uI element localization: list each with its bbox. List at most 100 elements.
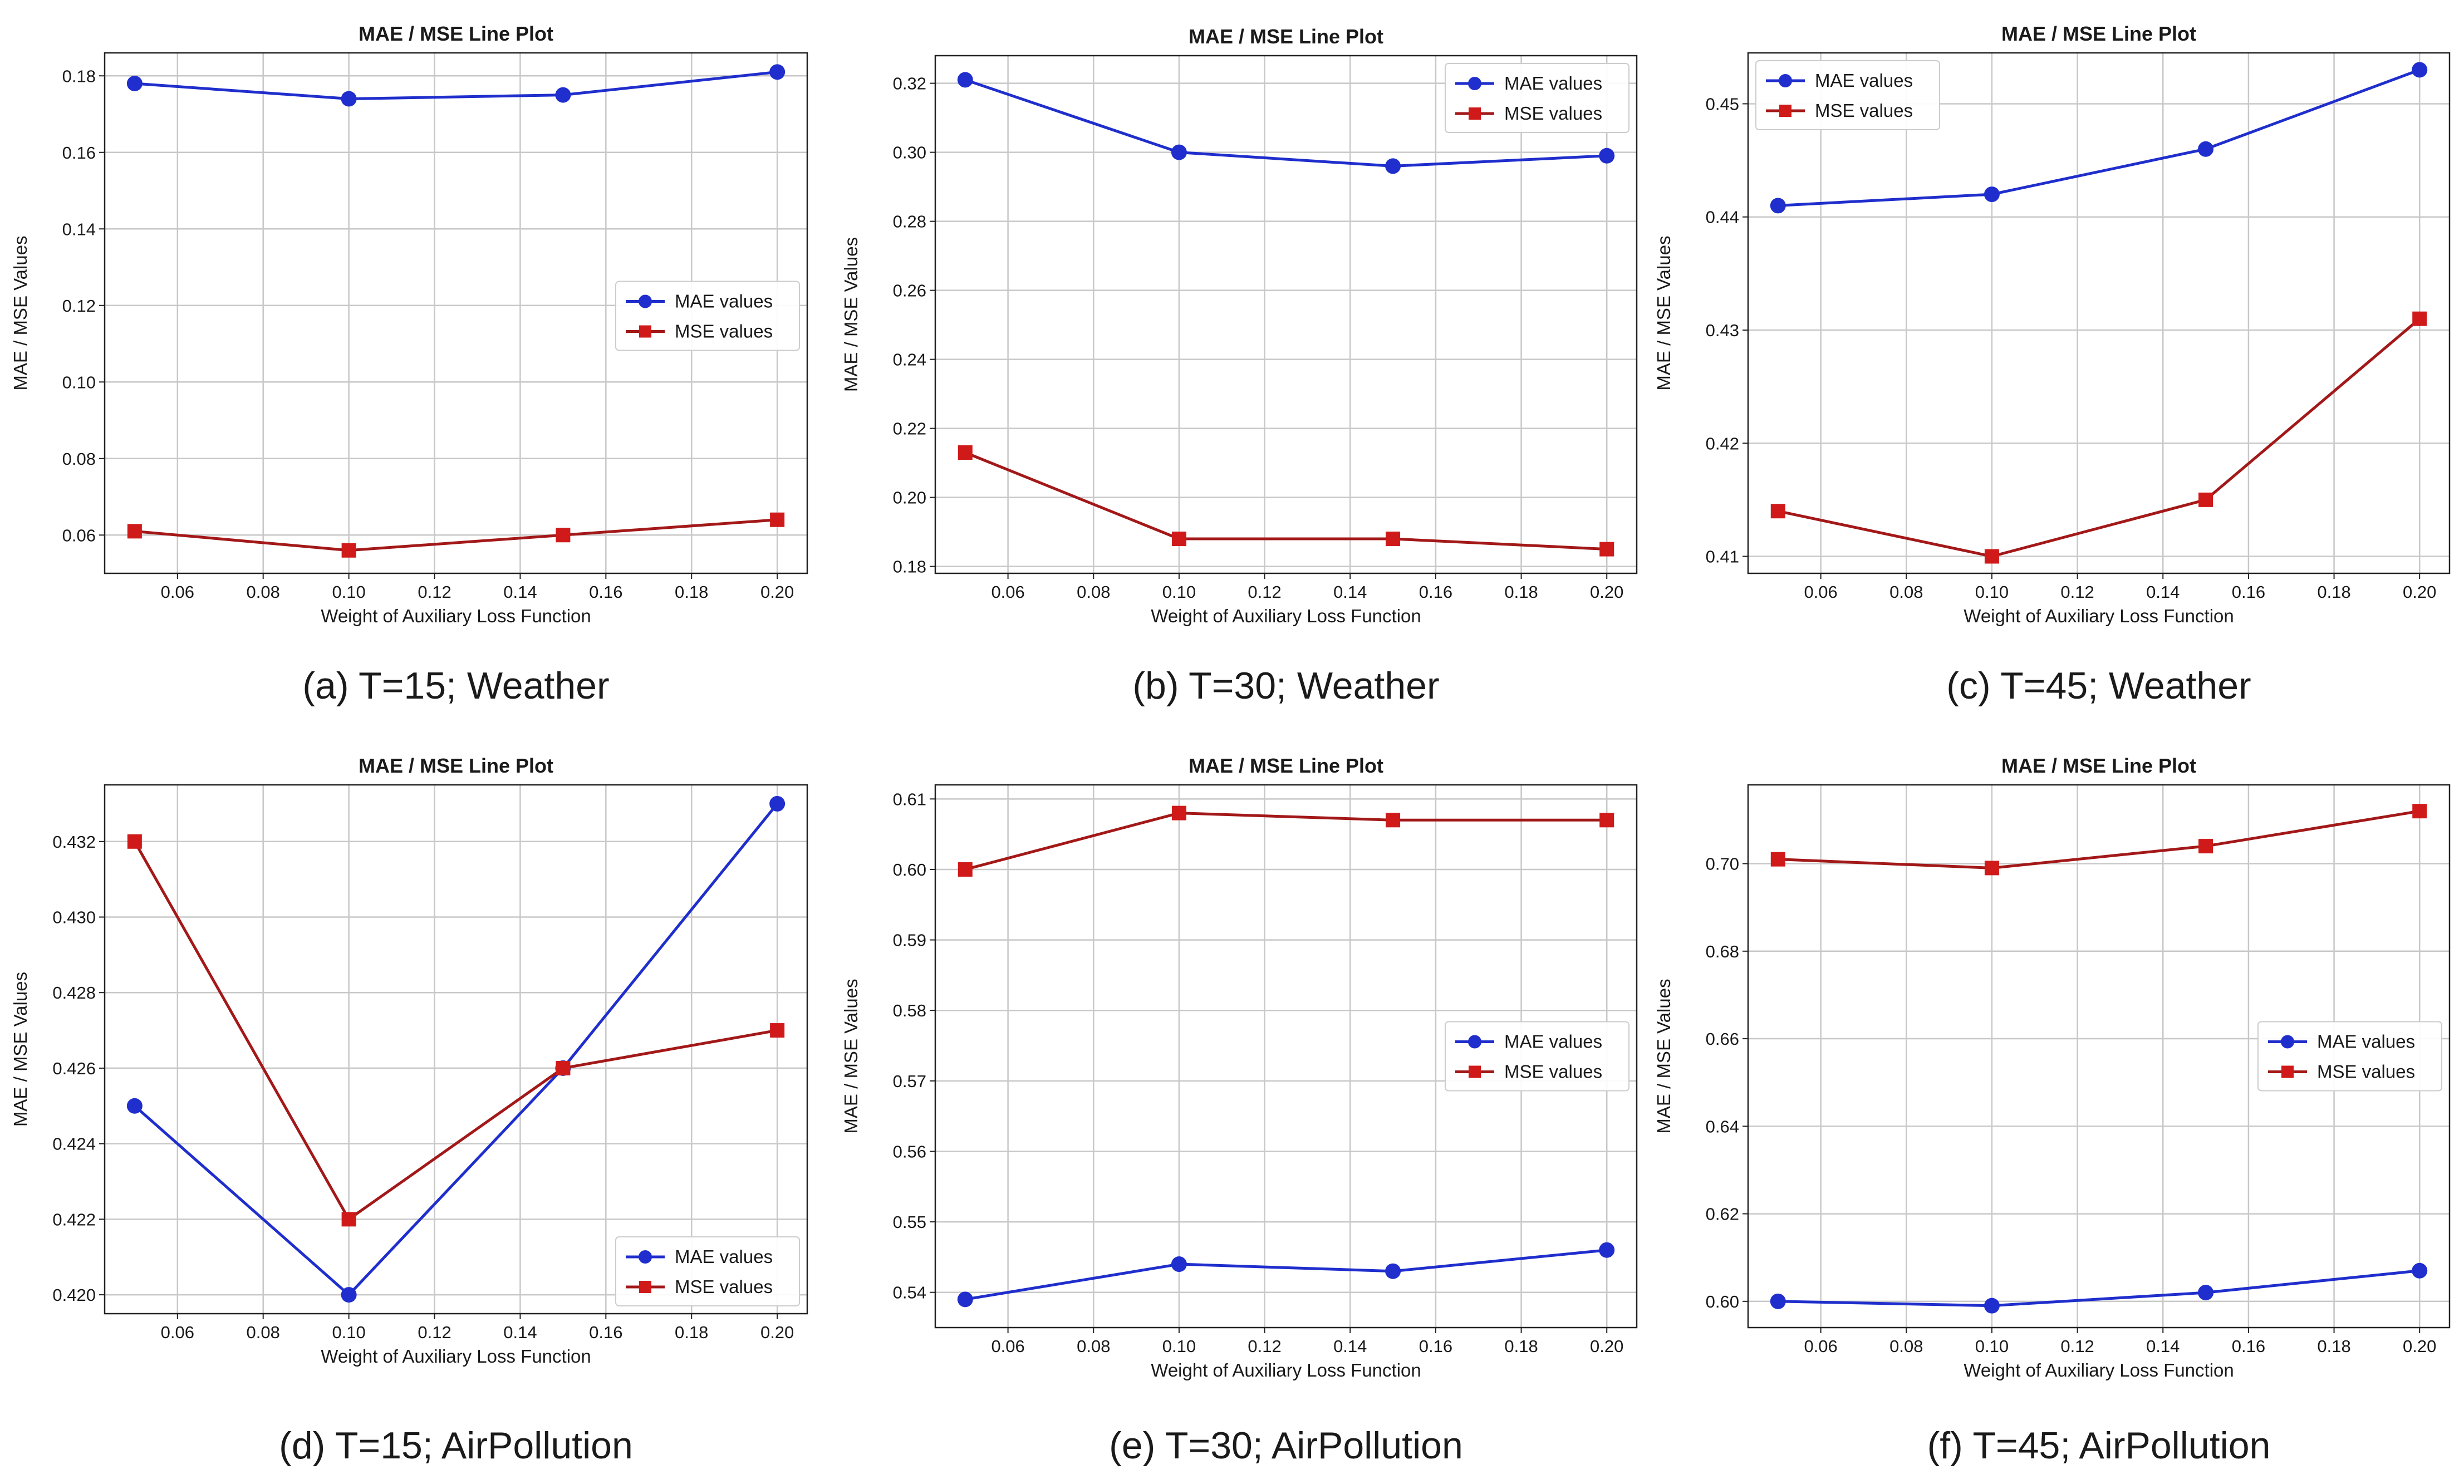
mae-legend-marker: [2281, 1035, 2294, 1049]
mse-data-point: [2198, 492, 2213, 507]
legend-box: [1445, 1021, 1629, 1092]
x-tick-label: 0.18: [1504, 582, 1538, 602]
mae-data-point: [769, 64, 786, 80]
mse-data-point: [1984, 549, 1999, 564]
x-tick-label: 0.12: [418, 582, 451, 602]
x-tick-label: 0.20: [760, 1323, 794, 1342]
mse-data-point: [1984, 861, 1999, 876]
y-tick-label: 0.44: [1706, 208, 1739, 227]
mae-legend-label: MAE values: [675, 291, 773, 312]
x-axis-label: Weight of Auxiliary Loss Function: [321, 606, 591, 626]
x-tick-label: 0.20: [1590, 1336, 1623, 1356]
mse-legend-marker: [1779, 105, 1791, 117]
mae-series-line: [1778, 1269, 2420, 1308]
mae-data-point: [1984, 1298, 2000, 1314]
x-tick-label: 0.06: [991, 1336, 1024, 1356]
y-tick-label: 0.10: [62, 372, 96, 392]
y-tick-label: 0.28: [893, 212, 926, 232]
x-tick-label: 0.16: [1419, 1336, 1452, 1356]
plot-area: [105, 785, 807, 1314]
mae-data-point: [1984, 186, 2000, 203]
axes-frame: [104, 784, 808, 1315]
mae-legend-label: MAE values: [1815, 70, 1913, 91]
y-tick-label: 0.422: [52, 1210, 96, 1229]
x-tick-label: 0.14: [2146, 582, 2180, 602]
chart-panel-6: 0.06 0.08 0.10 0.12 0.14 0.16 0.18 0.20 0.60 0.62…: [1653, 754, 2451, 1467]
mse-legend-label: MSE values: [675, 1276, 773, 1297]
x-tick-label: 0.20: [1590, 582, 1623, 602]
x-tick-label: 0.10: [1975, 582, 2009, 602]
mae-data-point: [2412, 1262, 2428, 1279]
legend-box: [2257, 1021, 2442, 1092]
legend: MAE values MSE values: [2257, 1021, 2442, 1092]
mse-legend-marker: [639, 325, 651, 338]
mse-data-point: [2412, 311, 2427, 326]
mae-data-point: [1171, 144, 1187, 160]
x-tick-label: 0.12: [1248, 582, 1281, 602]
mae-series-line: [1778, 68, 2421, 207]
mse-data-point: [556, 1060, 571, 1075]
x-tick-label: 0.08: [1889, 1336, 1923, 1356]
y-tick-label: 0.08: [62, 449, 96, 469]
x-tick-label: 0.16: [589, 582, 622, 602]
mse-series-line: [133, 841, 778, 1221]
chart-title: MAE / MSE Line Plot: [2001, 22, 2196, 45]
mse-series-line: [134, 518, 778, 552]
x-tick-label: 0.18: [675, 1323, 708, 1342]
axes-frame: [934, 55, 1638, 574]
axes-frame: [104, 52, 808, 574]
legend-box: [615, 1236, 800, 1306]
mse-series-line: [1778, 317, 2421, 558]
mse-legend-label: MSE values: [1815, 100, 1913, 121]
mse-data-point: [770, 512, 785, 527]
x-tick-label: 0.14: [2146, 1336, 2180, 1356]
x-tick-label: 0.12: [418, 1323, 451, 1342]
mse-data-point: [1171, 805, 1186, 820]
y-tick-label: 0.56: [893, 1142, 926, 1161]
axes-frame: [1747, 52, 2451, 574]
y-tick-label: 0.18: [62, 66, 96, 86]
chart-title: MAE / MSE Line Plot: [1189, 25, 1383, 48]
mse-data-point: [127, 524, 142, 539]
y-axis-label: MAE / MSE Values: [841, 237, 861, 392]
y-tick-label: 0.26: [893, 281, 926, 301]
y-tick-label: 0.420: [52, 1285, 96, 1305]
mse-series-line: [1778, 809, 2420, 869]
x-tick-label: 0.08: [247, 1323, 280, 1342]
legend: MAE values MSE values: [1445, 1021, 1629, 1092]
panel-caption: (f) T=45; AirPollution: [1927, 1424, 2271, 1467]
y-tick-label: 0.55: [893, 1212, 926, 1232]
mae-legend-marker: [1468, 1035, 1481, 1049]
y-axis-label: MAE / MSE Values: [10, 235, 31, 390]
panel-caption: (e) T=30; AirPollution: [1109, 1424, 1463, 1467]
y-axis-label: MAE / MSE Values: [1653, 235, 1674, 390]
axes-frame: [1747, 784, 2451, 1329]
chart-title: MAE / MSE Line Plot: [1189, 754, 1383, 777]
mae-data-point: [126, 1098, 143, 1114]
x-axis-label: Weight of Auxiliary Loss Function: [321, 1346, 591, 1367]
mae-series-line: [965, 1249, 1607, 1301]
y-tick-label: 0.14: [62, 219, 96, 239]
y-axis-label: MAE / MSE Values: [841, 979, 861, 1133]
mse-data-point: [2198, 839, 2213, 854]
x-tick-label: 0.14: [503, 582, 537, 602]
x-axis-label: Weight of Auxiliary Loss Function: [1964, 606, 2234, 626]
mae-legend-marker: [639, 1250, 652, 1264]
mae-series-line: [134, 70, 778, 100]
y-tick-label: 0.16: [62, 143, 96, 163]
x-tick-label: 0.12: [1248, 1336, 1281, 1356]
mse-legend-label: MSE values: [1504, 1062, 1602, 1082]
x-tick-label: 0.08: [1889, 582, 1923, 602]
plot-area: [1748, 53, 2450, 573]
y-tick-label: 0.41: [1706, 547, 1739, 567]
x-tick-label: 0.12: [2060, 582, 2094, 602]
y-tick-label: 0.20: [893, 488, 926, 508]
mae-data-point: [957, 72, 973, 88]
mse-legend-label: MSE values: [675, 321, 773, 342]
y-tick-label: 0.432: [52, 832, 96, 852]
mse-data-point: [1386, 813, 1401, 828]
mae-data-point: [769, 795, 786, 812]
mae-data-point: [1599, 1242, 1615, 1258]
mse-legend-label: MSE values: [1504, 103, 1602, 124]
